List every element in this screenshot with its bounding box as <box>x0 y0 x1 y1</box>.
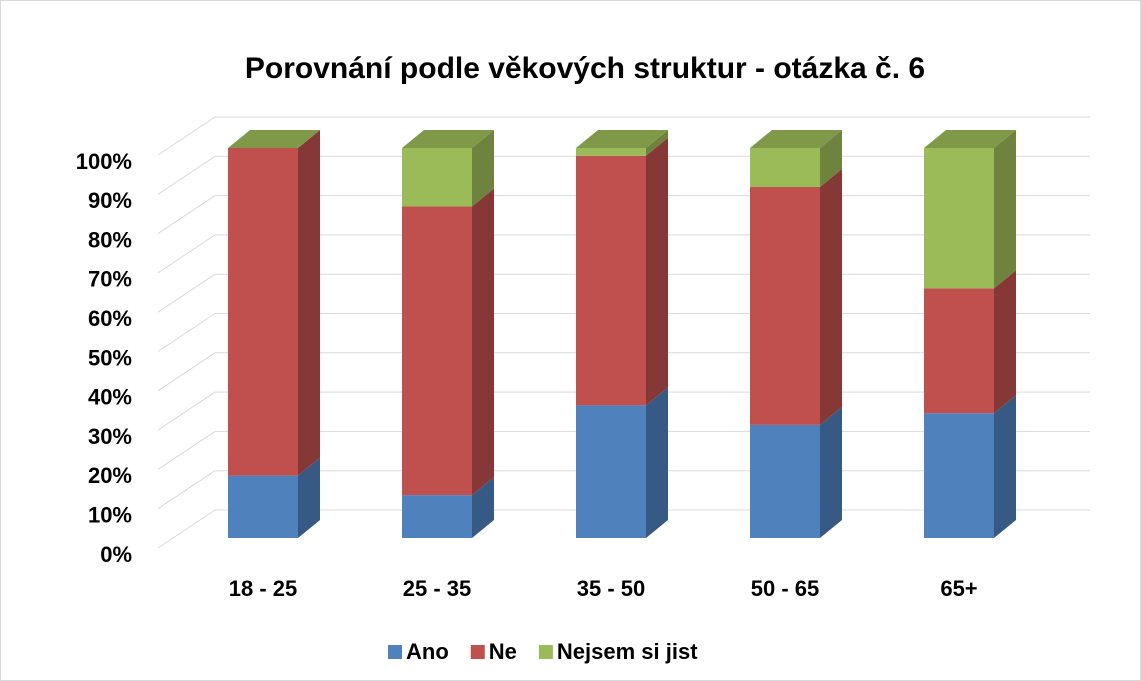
y-tick-label: 30% <box>88 424 132 449</box>
legend-swatch <box>388 645 402 659</box>
bar-face <box>472 477 494 538</box>
bar-segment <box>924 395 1016 538</box>
bar-face <box>750 424 820 538</box>
bar-face <box>924 130 1016 148</box>
bar-segment <box>576 387 668 538</box>
bar-face <box>228 130 320 148</box>
y-tick-label: 50% <box>88 345 132 370</box>
y-tick-label: 60% <box>88 306 132 331</box>
bar-segment <box>228 130 320 476</box>
bar-face <box>576 155 646 406</box>
bar-face <box>750 148 820 187</box>
grid-line <box>157 391 216 431</box>
bar-segment <box>228 457 320 538</box>
bar-segment <box>402 130 494 207</box>
bar-segment <box>750 169 842 425</box>
legend-label: Ne <box>489 639 517 664</box>
bar-face <box>402 148 472 207</box>
legend-swatch <box>470 645 485 659</box>
bar-face <box>646 130 668 156</box>
bar-face <box>298 130 320 476</box>
bar-face <box>576 130 668 148</box>
y-tick-label: 0% <box>100 542 132 567</box>
x-tick-label: 35 - 50 <box>577 576 646 601</box>
bar-segment <box>576 137 668 406</box>
bar-face <box>228 475 298 538</box>
bar-face <box>820 406 842 538</box>
bar-face <box>298 457 320 538</box>
bar-face <box>924 148 994 289</box>
bar-face <box>402 495 472 538</box>
bar-face <box>750 187 820 425</box>
bar-face <box>924 413 994 538</box>
grid-line <box>157 195 216 235</box>
grid-line <box>157 234 216 274</box>
y-tick-label: 90% <box>88 188 132 213</box>
bar-face <box>472 130 494 207</box>
legend-label: Ano <box>406 639 449 664</box>
grid-line <box>157 273 216 313</box>
bar-segment <box>402 188 494 496</box>
bar-face <box>924 288 994 414</box>
bar-face <box>994 270 1016 414</box>
x-tick-label: 18 - 25 <box>229 576 298 601</box>
y-tick-label: 70% <box>88 267 132 292</box>
grid-line <box>157 313 216 352</box>
grid-line <box>157 116 216 156</box>
chart-title: Porovnání podle věkových struktur - otáz… <box>245 52 925 85</box>
y-tick-label: 80% <box>88 227 132 252</box>
bar-face <box>750 130 842 148</box>
bar-segment <box>576 130 668 156</box>
y-tick-label: 20% <box>88 463 132 488</box>
bar-segment <box>228 130 320 148</box>
y-tick-label: 10% <box>88 503 132 528</box>
grid-line <box>157 509 216 549</box>
y-tick-label: 100% <box>76 149 132 174</box>
legend-label: Nejsem si jist <box>557 639 698 664</box>
y-tick-label: 40% <box>88 385 132 410</box>
bar-segment <box>750 406 842 538</box>
bar-face <box>576 405 646 538</box>
bar-face <box>820 169 842 425</box>
bar-segment <box>924 270 1016 414</box>
bar-face <box>646 387 668 538</box>
grid-line <box>157 352 216 392</box>
bar-face <box>576 148 646 156</box>
x-tick-label: 25 - 35 <box>403 576 472 601</box>
bar-face <box>472 188 494 496</box>
bar-segment <box>750 130 842 187</box>
bar-face <box>994 395 1016 538</box>
grid-line <box>157 430 216 470</box>
x-tick-label: 50 - 65 <box>751 576 820 601</box>
grid-line <box>157 155 216 195</box>
bar-segment <box>924 130 1016 289</box>
legend-swatch <box>538 645 553 659</box>
bar-segment <box>402 477 494 538</box>
bar-face <box>820 130 842 187</box>
x-tick-label: 65+ <box>940 576 977 601</box>
bar-face <box>402 130 494 148</box>
bar-face <box>228 148 298 476</box>
bar-face <box>402 206 472 496</box>
bar-face <box>646 137 668 406</box>
grid-line <box>157 470 216 510</box>
bar-face <box>994 130 1016 289</box>
